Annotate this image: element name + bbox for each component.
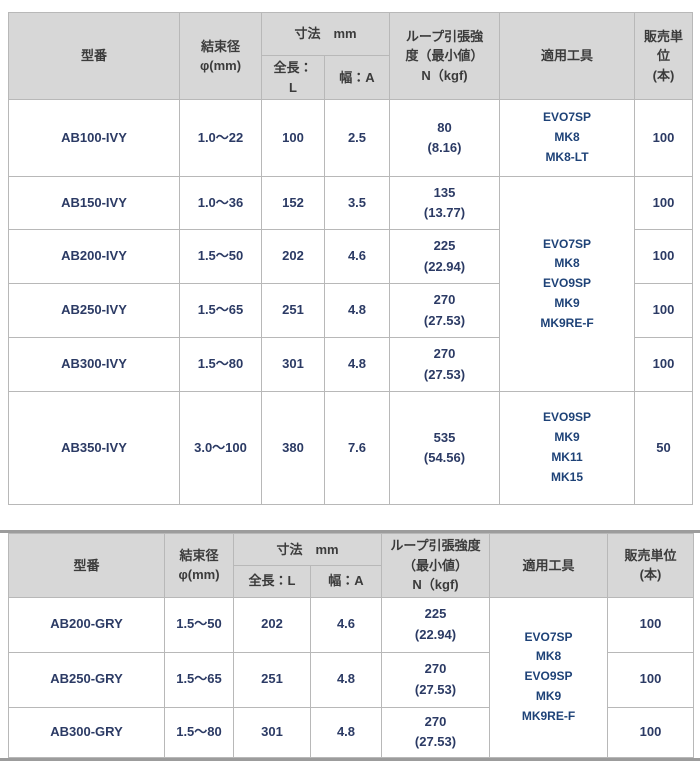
width-cell: 4.8 bbox=[324, 337, 390, 392]
model-cell: AB250-IVY bbox=[8, 283, 180, 338]
table-row: AB250-GRY 1.5〜65 251 4.8 270 (27.53) 100 bbox=[8, 651, 694, 708]
strength-cell: 135 (13.77) bbox=[389, 176, 500, 230]
table-row: AB250-IVY 1.5〜65 251 4.8 270 (27.53) 100 bbox=[8, 283, 693, 338]
header-dimensions: 寸法 mm bbox=[233, 533, 382, 566]
model-cell: AB250-GRY bbox=[8, 651, 165, 708]
model-cell: AB300-IVY bbox=[8, 337, 180, 392]
width-cell: 4.8 bbox=[310, 651, 382, 708]
strength-cell: 80 (8.16) bbox=[389, 99, 500, 177]
length-cell: 152 bbox=[261, 176, 325, 230]
length-cell: 202 bbox=[233, 596, 311, 653]
diameter-cell: 3.0〜100 bbox=[179, 391, 262, 505]
width-cell: 3.5 bbox=[324, 176, 390, 230]
table-row: AB200-IVY 1.5〜50 202 4.6 225 (22.94) 100 bbox=[8, 229, 693, 284]
width-cell: 4.6 bbox=[310, 596, 382, 653]
unit-cell: 100 bbox=[634, 99, 693, 177]
diameter-cell: 1.5〜50 bbox=[164, 596, 234, 653]
unit-cell: 100 bbox=[634, 229, 693, 284]
model-cell: AB200-IVY bbox=[8, 229, 180, 284]
width-cell: 2.5 bbox=[324, 99, 390, 177]
header-subrow: 全長： L 幅：A bbox=[9, 55, 693, 100]
spec-table-ivy: 型番 結束径 φ(mm) 寸法 mm ループ引張強 度（最小値） N（kgf) … bbox=[8, 12, 693, 505]
model-cell: AB100-IVY bbox=[8, 99, 180, 177]
diameter-cell: 1.5〜80 bbox=[164, 706, 234, 758]
header-model: 型番 bbox=[8, 12, 180, 100]
length-cell: 202 bbox=[261, 229, 325, 284]
length-cell: 251 bbox=[233, 651, 311, 708]
diameter-cell: 1.0〜22 bbox=[179, 99, 262, 177]
header-length: 全長： L bbox=[261, 55, 325, 100]
length-cell: 100 bbox=[261, 99, 325, 177]
spec-table-gry-frame: 型番 結束径 φ(mm) 寸法 mm ループ引張強度 （最小値） N（kgf) … bbox=[0, 530, 700, 761]
header-unit: 販売単位 (本) bbox=[607, 533, 694, 598]
unit-cell: 100 bbox=[634, 176, 693, 230]
width-cell: 4.6 bbox=[324, 229, 390, 284]
header-strength: ループ引張強度 （最小値） N（kgf) bbox=[381, 533, 490, 598]
header-row: 型番 結束径 φ(mm) 寸法 mm ループ引張強 度（最小値） N（kgf) … bbox=[8, 12, 693, 100]
diameter-cell: 1.5〜50 bbox=[179, 229, 262, 284]
strength-cell: 270 (27.53) bbox=[389, 283, 500, 338]
unit-cell: 100 bbox=[607, 651, 694, 708]
unit-cell: 100 bbox=[607, 596, 694, 653]
length-cell: 301 bbox=[233, 706, 311, 758]
header-dimensions: 寸法 mm bbox=[261, 12, 390, 56]
unit-cell: 100 bbox=[607, 706, 694, 758]
table-row: AB200-GRY 1.5〜50 202 4.6 225 (22.94) EVO… bbox=[8, 596, 694, 758]
length-cell: 301 bbox=[261, 337, 325, 392]
length-cell: 380 bbox=[261, 391, 325, 505]
table-row: AB300-IVY 1.5〜80 301 4.8 270 (27.53) 100 bbox=[8, 337, 693, 392]
header-strength: ループ引張強 度（最小値） N（kgf) bbox=[389, 12, 500, 100]
header-width: 幅：A bbox=[310, 564, 382, 598]
tools-cell: EVO7SP MK8 MK8-LT bbox=[499, 99, 635, 177]
diameter-cell: 1.0〜36 bbox=[179, 176, 262, 230]
tools-cell: EVO9SP MK9 MK11 MK15 bbox=[499, 391, 635, 505]
width-cell: 7.6 bbox=[324, 391, 390, 505]
spec-table-gry: 型番 結束径 φ(mm) 寸法 mm ループ引張強度 （最小値） N（kgf) … bbox=[8, 533, 694, 758]
diameter-cell: 1.5〜65 bbox=[179, 283, 262, 338]
unit-cell: 100 bbox=[634, 283, 693, 338]
tools-cell-merged: EVO7SP MK8 EVO9SP MK9 MK9RE-F bbox=[489, 596, 608, 758]
model-cell: AB350-IVY bbox=[8, 391, 180, 505]
header-row: 型番 結束径 φ(mm) 寸法 mm ループ引張強度 （最小値） N（kgf) … bbox=[8, 533, 694, 598]
model-cell: AB150-IVY bbox=[8, 176, 180, 230]
model-cell: AB200-GRY bbox=[8, 596, 165, 653]
table-row: AB300-GRY 1.5〜80 301 4.8 270 (27.53) 100 bbox=[8, 706, 694, 758]
model-cell: AB300-GRY bbox=[8, 706, 165, 758]
header-tools: 適用工具 bbox=[489, 533, 608, 598]
strength-cell: 225 (22.94) bbox=[389, 229, 500, 284]
diameter-cell: 1.5〜80 bbox=[179, 337, 262, 392]
header-diameter: 結束径 φ(mm) bbox=[179, 12, 262, 100]
diameter-cell: 1.5〜65 bbox=[164, 651, 234, 708]
unit-cell: 50 bbox=[634, 391, 693, 505]
header-unit: 販売単 位 (本) bbox=[634, 12, 693, 100]
strength-cell: 270 (27.53) bbox=[381, 706, 490, 758]
table-row: AB150-IVY 1.0〜36 152 3.5 135 (13.77) EVO… bbox=[8, 176, 693, 392]
tools-cell-merged: EVO7SP MK8 EVO9SP MK9 MK9RE-F bbox=[499, 176, 635, 392]
length-cell: 251 bbox=[261, 283, 325, 338]
strength-cell: 225 (22.94) bbox=[381, 596, 490, 653]
width-cell: 4.8 bbox=[324, 283, 390, 338]
header-tools: 適用工具 bbox=[499, 12, 635, 100]
table-row: AB350-IVY 3.0〜100 380 7.6 535 (54.56) EV… bbox=[8, 391, 693, 505]
header-length: 全長：L bbox=[233, 564, 311, 598]
strength-cell: 535 (54.56) bbox=[389, 391, 500, 505]
width-cell: 4.8 bbox=[310, 706, 382, 758]
strength-cell: 270 (27.53) bbox=[381, 651, 490, 708]
unit-cell: 100 bbox=[634, 337, 693, 392]
header-model: 型番 bbox=[8, 533, 165, 598]
header-diameter: 結束径 φ(mm) bbox=[164, 533, 234, 598]
table-row: AB100-IVY 1.0〜22 100 2.5 80 (8.16) EVO7S… bbox=[8, 99, 693, 177]
strength-cell: 270 (27.53) bbox=[389, 337, 500, 392]
header-width: 幅：A bbox=[324, 55, 390, 100]
header-subrow: 全長：L 幅：A bbox=[9, 564, 694, 598]
